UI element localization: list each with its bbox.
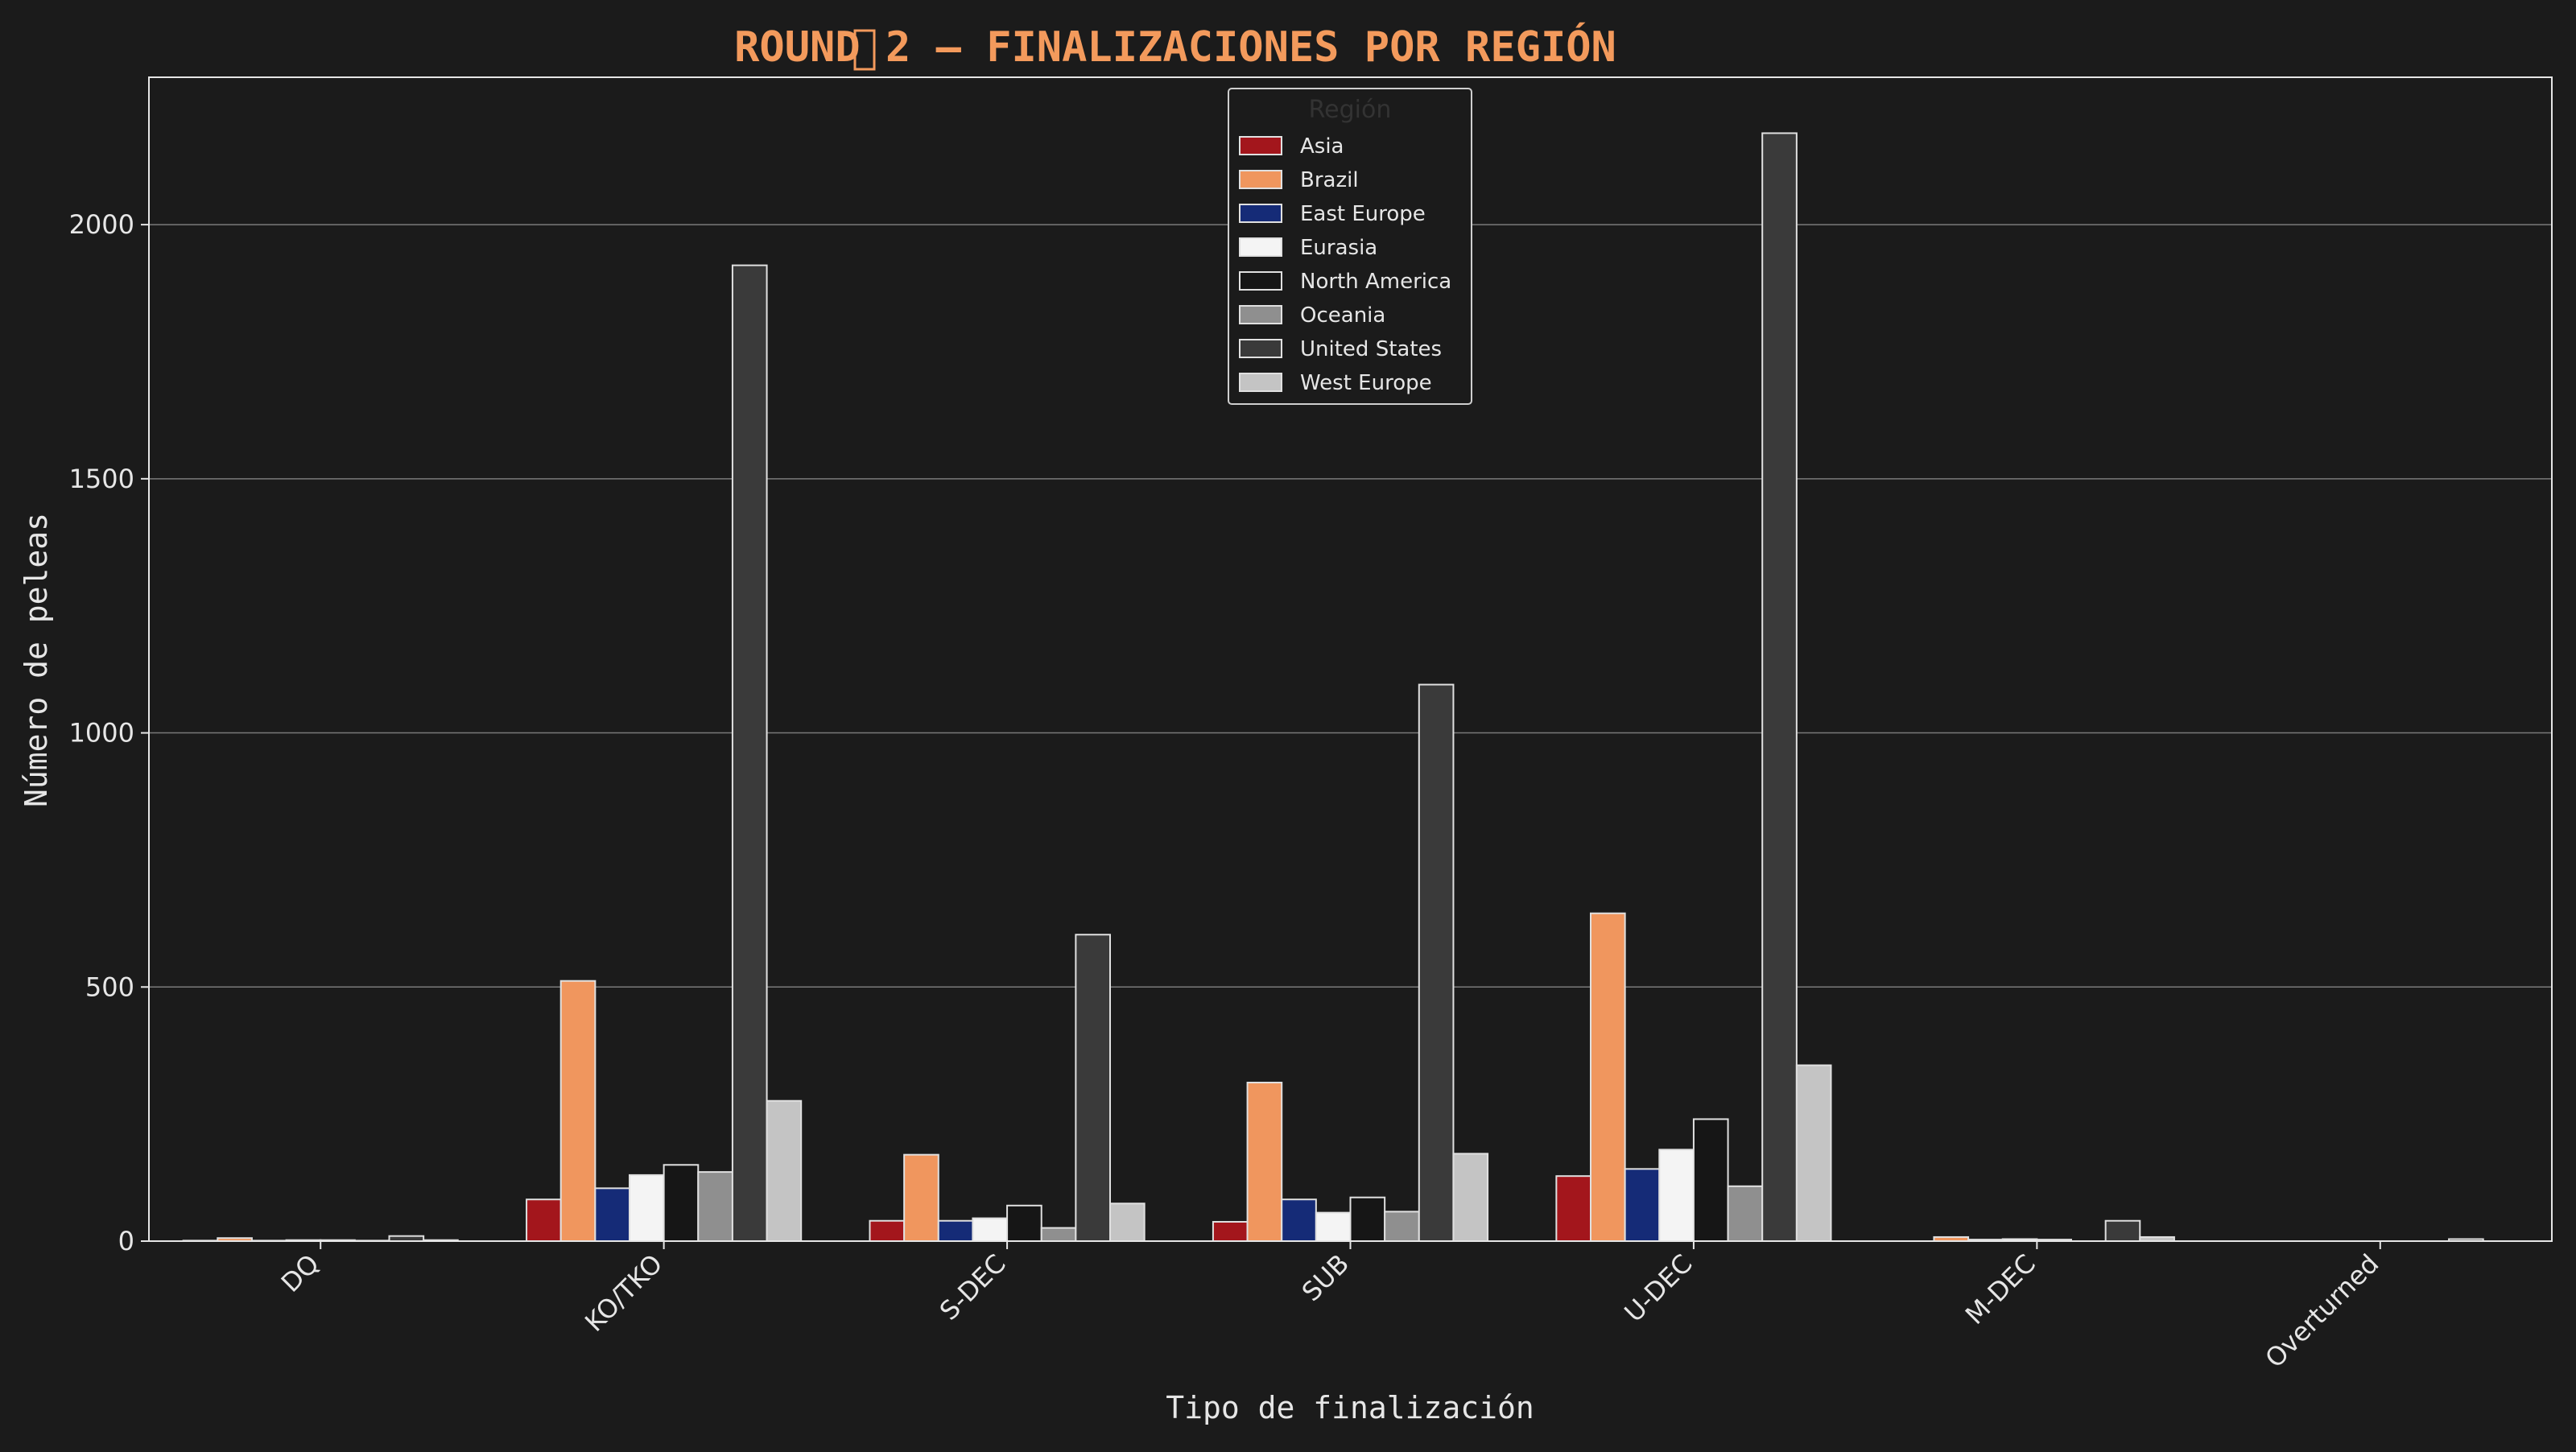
legend-label: United States — [1300, 337, 1442, 361]
bar-east-europe — [1281, 1198, 1317, 1242]
bar-brazil — [559, 980, 597, 1242]
bar-asia — [526, 1198, 562, 1242]
legend-swatch — [1239, 339, 1282, 358]
y-tick-label: 1500 — [69, 464, 134, 494]
title-glyph-icon — [853, 29, 876, 71]
y-ticks: 0 500 1000 1500 2000 — [69, 209, 149, 1256]
bar-east-europe — [937, 1219, 974, 1242]
y-tick-label: 2000 — [69, 209, 134, 240]
bar-asia — [869, 1219, 906, 1242]
legend-label: East Europe — [1300, 202, 1426, 226]
bar-oceania — [697, 1171, 733, 1242]
bar-asia — [1212, 1221, 1249, 1243]
y-tick-label: 500 — [85, 971, 134, 1002]
bar-oceania — [1727, 1185, 1764, 1243]
bar-eurasia — [1315, 1211, 1352, 1243]
bar-brazil — [1590, 912, 1626, 1242]
bar-brazil — [903, 1153, 939, 1243]
bar-west-europe — [1109, 1202, 1146, 1243]
legend-title: Región — [1309, 96, 1392, 124]
legend-label: West Europe — [1300, 371, 1432, 395]
legend-swatch — [1239, 271, 1282, 291]
bar-eurasia — [972, 1217, 1009, 1242]
legend-label: Eurasia — [1300, 236, 1377, 260]
bar-north-america — [1692, 1118, 1729, 1242]
bar-north-america — [663, 1164, 700, 1243]
y-tick-label: 0 — [118, 1226, 134, 1256]
bar-west-europe — [766, 1099, 803, 1242]
bar-north-america — [1006, 1204, 1042, 1243]
bar-north-america — [1349, 1196, 1386, 1242]
legend-swatch — [1239, 237, 1282, 257]
legend-label: North America — [1300, 270, 1451, 294]
legend-swatch — [1239, 170, 1282, 189]
bar-west-europe — [1452, 1153, 1489, 1243]
legend-swatch — [1239, 136, 1282, 155]
bar-united-states — [1761, 132, 1798, 1243]
legend-box — [1228, 88, 1472, 405]
legend: Región Asia Brazil East Europe Eurasia North… — [1228, 88, 1472, 405]
bar-oceania — [1384, 1211, 1420, 1243]
bar-united-states — [1075, 934, 1111, 1242]
legend-label: Oceania — [1300, 303, 1385, 328]
bar-eurasia — [629, 1174, 665, 1243]
bar-west-europe — [1795, 1064, 1832, 1243]
chart-title-group: ROUND 2 — FINALIZACIONES POR REGIÓN — [734, 22, 1616, 72]
legend-label: Asia — [1300, 134, 1344, 159]
y-tick-label: 1000 — [69, 718, 134, 749]
bar-east-europe — [594, 1187, 630, 1242]
legend-swatch — [1239, 305, 1282, 324]
legend-swatch — [1239, 204, 1282, 223]
bar-united-states — [731, 264, 768, 1242]
bar-oceania — [1040, 1227, 1077, 1242]
legend-items: Asia Brazil East Europe Eurasia North Americ… — [1239, 134, 1451, 395]
bar-united-states — [1418, 683, 1455, 1242]
legend-swatch — [1239, 373, 1282, 392]
bar-east-europe — [1624, 1168, 1661, 1242]
bar-eurasia — [1658, 1149, 1695, 1242]
y-axis-label: Número de peleas — [19, 513, 54, 807]
bar-united-states — [2104, 1219, 2141, 1242]
x-axis-label: Tipo de finalización — [1166, 1390, 1534, 1425]
legend-label: Brazil — [1300, 168, 1359, 192]
bar-brazil — [1246, 1081, 1283, 1242]
bar-asia — [1555, 1175, 1591, 1243]
chart-title: ROUND 2 — FINALIZACIONES POR REGIÓN — [734, 22, 1616, 72]
